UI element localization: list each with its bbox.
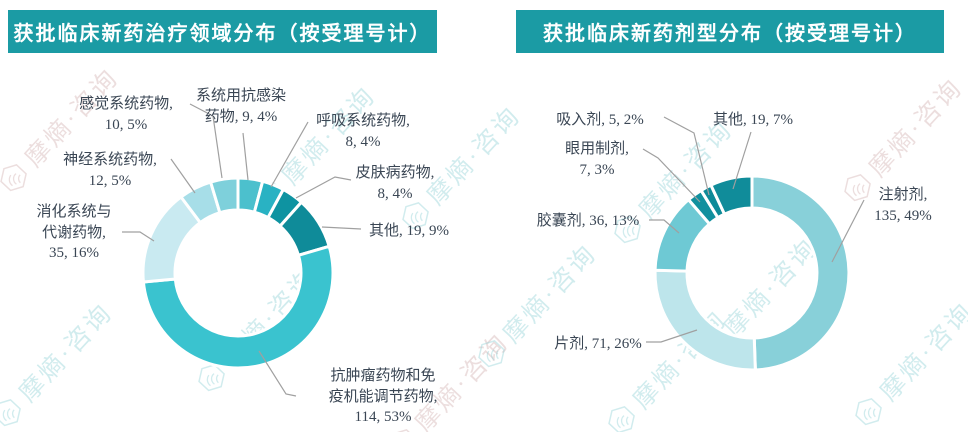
leader-line-抗肿瘤药物和免疫机能调节药物 bbox=[258, 350, 297, 397]
leader-line-消化系统与代谢药物 bbox=[122, 231, 155, 242]
leader-line-吸入剂 bbox=[663, 116, 710, 196]
slice-label-其他: 其他, 19, 7% bbox=[713, 112, 793, 128]
slice-label-眼用制剂: 眼用制剂, 7, 3% bbox=[565, 141, 629, 178]
slice-label-片剂: 片剂, 71, 26% bbox=[554, 336, 642, 352]
donut-slice-其他 bbox=[708, 174, 754, 217]
dosage-form-chart-title: 获批临床新药剂型分布（按受理号计） bbox=[516, 10, 944, 53]
dosage-form-donut-chart bbox=[653, 174, 851, 372]
slice-label-皮肤病药物: 皮肤病药物, 8, 4% bbox=[355, 165, 435, 202]
leader-line-其他 bbox=[321, 226, 362, 230]
slice-label-消化系统与代谢药物: 消化系统与 代谢药物, 35, 16% bbox=[36, 204, 112, 262]
slice-label-抗肿瘤药物和免疫机能调节药物: 抗肿瘤药物和免 疫机能调节药物, 114, 53% bbox=[328, 368, 438, 426]
slice-label-注射剂: 注射剂, 135, 49% bbox=[874, 187, 932, 224]
donut-slice-片剂 bbox=[653, 268, 757, 372]
leader-line-呼吸系统药物 bbox=[270, 121, 309, 188]
leader-line-系统用抗感染药物 bbox=[242, 132, 249, 181]
donut-slice-感觉系统药物 bbox=[208, 176, 240, 215]
slice-label-感觉系统药物: 感觉系统药物, 10, 5% bbox=[79, 96, 173, 133]
therapy-area-chart-title: 获批临床新药治疗领域分布（按受理号计） bbox=[8, 10, 437, 53]
slice-label-胶囊剂: 胶囊剂, 36, 13% bbox=[536, 213, 640, 229]
leader-line-眼用制剂 bbox=[642, 148, 701, 203]
leader-line-皮肤病药物 bbox=[295, 176, 352, 199]
slice-label-神经系统药物: 神经系统药物, 12, 5% bbox=[63, 152, 157, 189]
slice-label-其他: 其他, 19, 9% bbox=[369, 223, 449, 239]
slice-label-吸入剂: 吸入剂, 5, 2% bbox=[556, 112, 644, 128]
donut-slice-注射剂 bbox=[750, 174, 851, 372]
slice-label-系统用抗感染药物: 系统用抗感染 药物, 9, 4% bbox=[195, 88, 287, 125]
leader-line-注射剂 bbox=[831, 199, 865, 263]
leader-line-其他 bbox=[732, 131, 752, 190]
leader-line-神经系统药物 bbox=[170, 158, 196, 194]
leader-line-感觉系统药物 bbox=[189, 103, 223, 179]
therapy-area-donut-chart bbox=[141, 176, 335, 370]
donut-slice-抗肿瘤药物和免疫机能调节药物 bbox=[141, 244, 335, 370]
leader-line-片剂 bbox=[646, 329, 698, 343]
slice-label-呼吸系统药物: 呼吸系统药物, 8, 4% bbox=[316, 113, 410, 150]
label-leader-lines bbox=[122, 103, 865, 397]
leader-line-胶囊剂 bbox=[649, 219, 680, 234]
